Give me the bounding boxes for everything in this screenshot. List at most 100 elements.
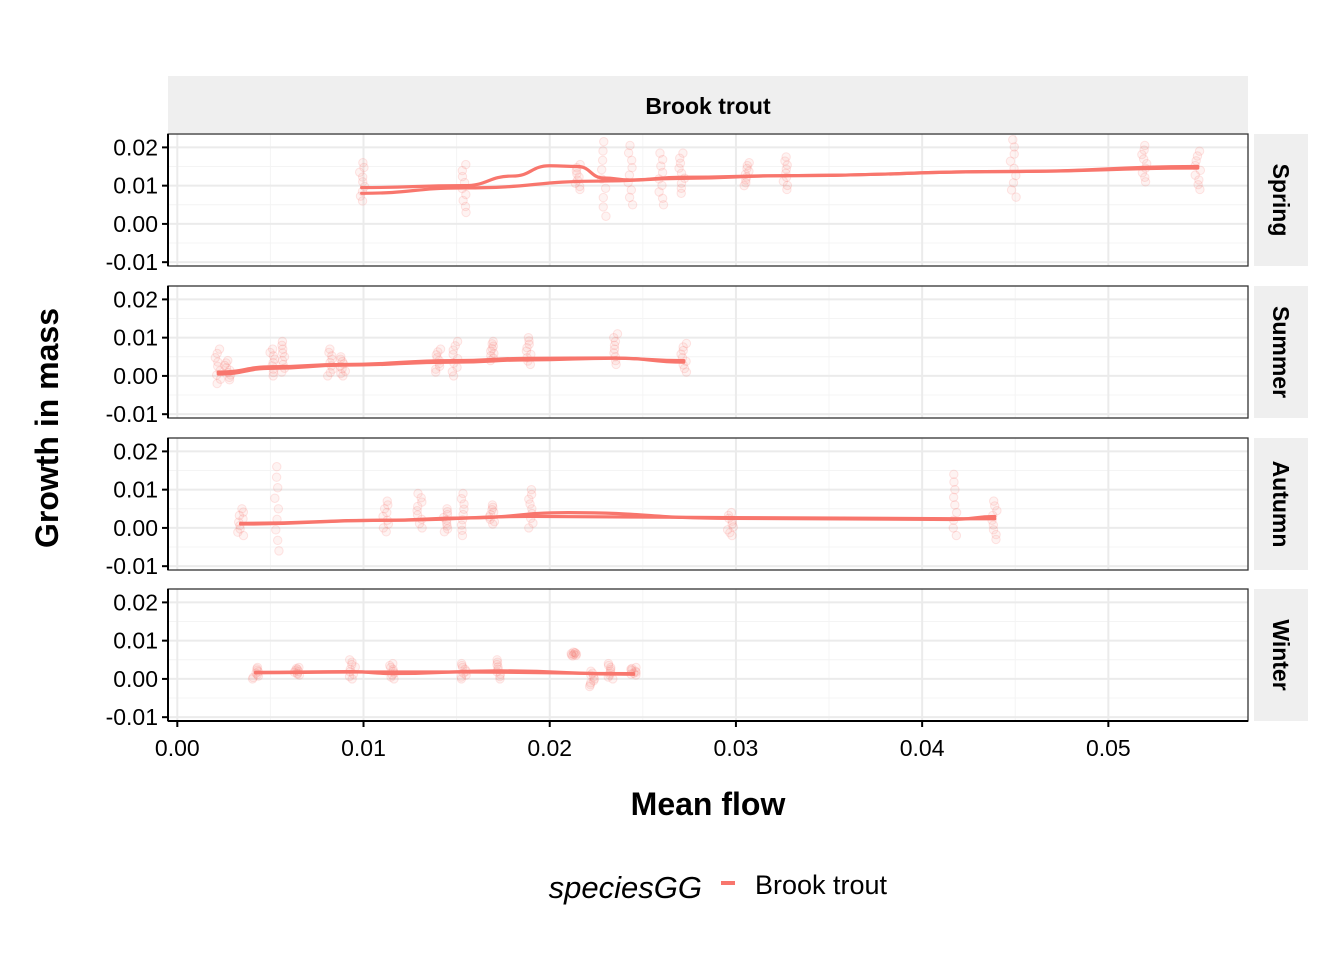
data-point [524, 336, 534, 346]
row-strip-background [1254, 286, 1308, 418]
row-strip-label-spring: Spring [1268, 164, 1294, 237]
data-point [722, 525, 733, 535]
data-point [728, 522, 738, 532]
data-point [238, 530, 249, 541]
data-point [612, 329, 623, 339]
data-point [951, 507, 962, 518]
data-point [447, 366, 458, 377]
data-point [522, 342, 532, 353]
data-point [338, 371, 348, 381]
data-point [656, 161, 666, 171]
data-point [949, 469, 959, 480]
data-point [681, 338, 692, 349]
data-point [431, 364, 441, 374]
data-point [448, 345, 458, 355]
data-point [248, 672, 258, 683]
panel-spring: -0.01 0.00 0.01 0.02 Spring [106, 133, 1308, 275]
data-point [461, 207, 471, 218]
data-point [1137, 149, 1147, 160]
data-point [566, 648, 576, 659]
data-point [273, 504, 284, 514]
data-point [567, 651, 578, 661]
data-point [488, 519, 498, 529]
data-point [674, 163, 684, 173]
x-tick-label: 0.00 [155, 735, 200, 761]
data-point [990, 501, 1000, 511]
y-tick-label: 0.02 [113, 438, 158, 464]
data-point [213, 361, 223, 372]
x-tick-label: 0.05 [1086, 735, 1131, 761]
data-point [233, 527, 243, 537]
data-point [458, 488, 468, 499]
data-point [626, 185, 637, 195]
data-point [457, 525, 467, 536]
data-point [611, 359, 621, 370]
data-point [456, 520, 467, 530]
data-point [486, 346, 496, 356]
data-point [1006, 185, 1017, 195]
data-point [487, 343, 497, 354]
data-point [357, 172, 368, 182]
data-point [294, 662, 304, 673]
data-point [359, 162, 369, 173]
data-point [603, 660, 614, 671]
data-point [676, 188, 686, 199]
data-point [344, 655, 355, 665]
data-point [675, 153, 685, 163]
data-point [448, 349, 458, 360]
data-point [354, 167, 365, 177]
data-point [382, 496, 392, 506]
data-point [627, 155, 637, 166]
data-point [675, 158, 686, 168]
row-strip-background [1254, 134, 1308, 266]
data-point [568, 647, 579, 657]
data-point [381, 527, 391, 537]
data-point [1193, 179, 1203, 190]
data-point [526, 489, 537, 500]
data-point [224, 375, 235, 385]
data-point [268, 371, 278, 381]
data-point [388, 658, 398, 669]
data-point [1011, 192, 1021, 202]
data-point [336, 352, 346, 362]
data-point [457, 165, 468, 176]
data-point [658, 200, 669, 210]
data-point [234, 510, 245, 521]
x-tick-label: 0.02 [527, 735, 572, 761]
y-tick-label: 0.00 [113, 211, 158, 237]
data-point [1140, 177, 1151, 187]
data-point [461, 159, 471, 170]
data-point [676, 183, 687, 193]
x-tick-label: 0.03 [714, 735, 759, 761]
data-point [781, 164, 791, 174]
data-point [524, 339, 534, 350]
data-point [598, 146, 608, 156]
column-strip-background [168, 76, 1248, 133]
data-point [524, 523, 534, 533]
data-point [600, 183, 611, 193]
data-point [571, 649, 582, 659]
data-point [340, 366, 351, 376]
data-point [570, 647, 580, 658]
data-point [1195, 184, 1205, 195]
y-axis-title: Growth in mass [29, 308, 65, 548]
data-point [492, 657, 503, 667]
data-point [988, 525, 999, 535]
data-point [596, 164, 607, 175]
data-point [585, 679, 596, 690]
data-point [347, 657, 357, 667]
data-point [212, 378, 222, 389]
data-point [627, 200, 638, 210]
x-tick-label: 0.01 [341, 735, 386, 761]
data-point [487, 500, 498, 510]
data-point [566, 650, 577, 660]
y-tick-label: 0.01 [113, 173, 158, 199]
panel-background [168, 438, 1248, 570]
data-point [572, 169, 582, 179]
data-point [487, 505, 497, 515]
data-point [238, 507, 249, 517]
data-point [725, 527, 735, 538]
row-strip-background [1254, 438, 1308, 570]
data-point [460, 201, 471, 212]
data-point [742, 163, 752, 174]
